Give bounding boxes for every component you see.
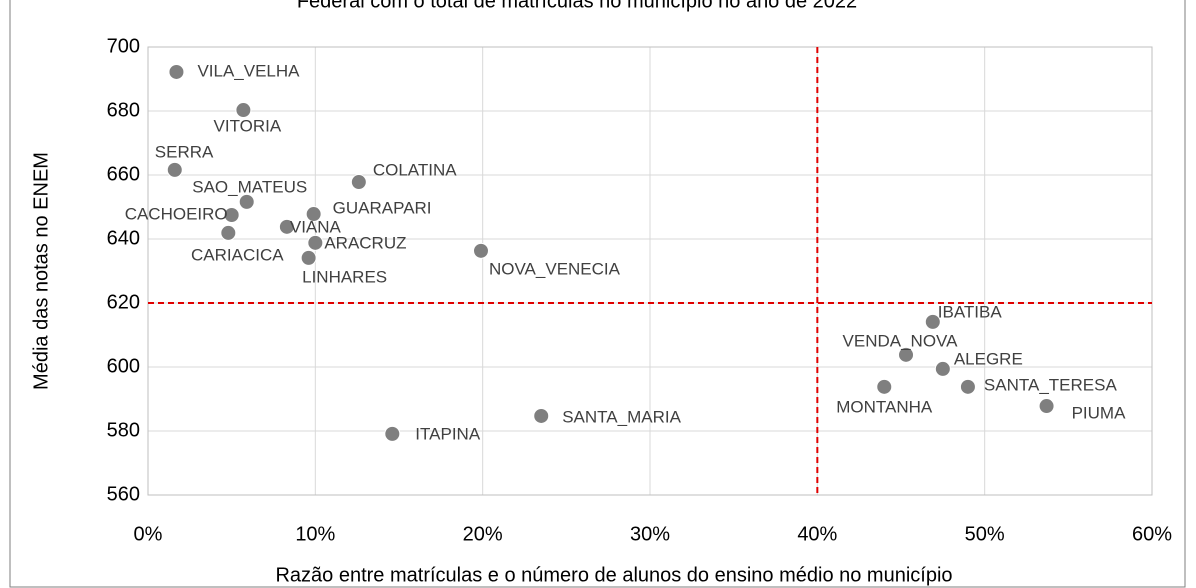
x-tick-label: 0% (134, 523, 163, 545)
point-label: VILA_VELHA (197, 61, 300, 80)
y-tick-label: 580 (107, 419, 140, 441)
point (533, 407, 550, 424)
point (305, 206, 322, 223)
x-tick-label: 20% (463, 523, 503, 545)
y-tick-label: 620 (107, 291, 140, 313)
chart-title: Federal com o total de matrículas no mun… (297, 0, 857, 12)
point (238, 193, 255, 210)
point-label: CARIACICA (191, 245, 284, 264)
point (934, 360, 951, 377)
point (307, 234, 324, 251)
y-tick-label: 640 (107, 227, 140, 249)
point-label: MONTANHA (836, 397, 933, 416)
point-label: GUARAPARI (333, 199, 432, 218)
point (472, 242, 489, 259)
point (1038, 398, 1055, 415)
point (235, 102, 252, 119)
y-tick-label: 600 (107, 355, 140, 377)
point (220, 224, 237, 241)
y-tick-label: 700 (107, 35, 140, 57)
point (223, 207, 240, 223)
point (898, 346, 915, 363)
point (350, 174, 367, 191)
point (924, 313, 941, 330)
x-tick-label: 10% (295, 523, 335, 545)
point-label: IBATIBA (938, 302, 1003, 321)
y-tick-label: 680 (107, 99, 140, 121)
point-label: COLATINA (373, 161, 457, 180)
point (300, 249, 317, 266)
point-label: LINHARES (302, 267, 387, 286)
plot-border (147, 46, 1153, 496)
x-tick-label: 40% (797, 523, 837, 545)
point-label: VITORIA (214, 117, 282, 136)
x-tick-label: 50% (965, 523, 1005, 545)
point-label: NOVA_VENECIA (489, 259, 621, 278)
point (959, 378, 976, 395)
x-tick-label: 60% (1132, 523, 1172, 545)
x-tick-label: 30% (630, 523, 670, 545)
point-label: SERRA (155, 142, 214, 161)
point-label: CACHOEIRO (125, 204, 228, 223)
y-tick-label: 660 (107, 163, 140, 185)
point-label: VENDA_NOVA (843, 331, 959, 350)
chart-frame (9, 0, 1186, 588)
y-axis-label: Média das notas no ENEM (30, 152, 52, 390)
y-tick-label: 560 (107, 483, 140, 505)
point-label: SANTA_TERESA (984, 375, 1118, 394)
point (384, 425, 401, 442)
point-label: ARACRUZ (324, 233, 406, 252)
x-axis-label: Razão entre matrículas e o número de alu… (275, 564, 952, 586)
point-label: PIUMA (1072, 404, 1127, 423)
point-label: ALEGRE (954, 349, 1023, 368)
point-label: ITAPINA (415, 424, 481, 443)
point (166, 161, 183, 178)
point-label: VIANA (290, 217, 342, 236)
point-label: SANTA_MARIA (562, 407, 681, 426)
point-label: SAO_MATEUS (192, 177, 307, 196)
point (168, 63, 185, 80)
point (278, 218, 295, 235)
point (876, 378, 893, 395)
